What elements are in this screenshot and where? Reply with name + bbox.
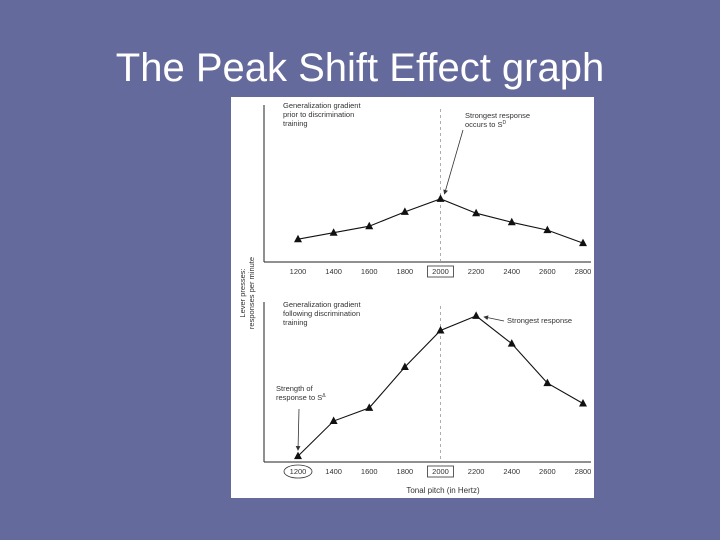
- x-tick-label-2400: 2400: [503, 467, 520, 476]
- x-tick-label-2600: 2600: [539, 267, 556, 276]
- annotation-line: response to SΔ: [276, 393, 326, 402]
- y-axis-label-line: Lever presses:: [238, 268, 247, 317]
- highlighted-tick-box: [427, 265, 454, 278]
- annotation-line: following discrimination: [283, 309, 360, 318]
- x-axis-label: Tonal pitch (in Hertz): [406, 486, 480, 495]
- annotation-line: training: [283, 119, 308, 128]
- data-point-2800: [579, 399, 587, 407]
- peak-shift-chart: Lever presses: responses per minute 1200 1…: [238, 101, 592, 495]
- data-point-2400: [507, 339, 516, 347]
- x-tick-label-2800: 2800: [575, 467, 592, 476]
- slide-title: The Peak Shift Effect graph: [115, 46, 605, 90]
- annotation-line: Generalization gradient: [283, 300, 361, 309]
- circled-tick-ellipse: [283, 464, 313, 479]
- x-tick-label-1600: 1600: [361, 267, 378, 276]
- x-tick-label-1600: 1600: [361, 467, 378, 476]
- data-point-1800: [400, 207, 409, 215]
- x-tick-label-2400: 2400: [503, 267, 520, 276]
- annotation-line: Generalization gradient: [283, 101, 361, 110]
- x-tick-label-1200: 1200: [290, 267, 307, 276]
- data-point-1200: [294, 234, 302, 243]
- x-tick-label-1800: 1800: [397, 467, 414, 476]
- x-tick-label-1200: 1200: [290, 467, 307, 476]
- data-point-1800: [400, 362, 409, 371]
- annotation-arrow: [295, 408, 301, 451]
- annotation-line: prior to discrimination: [283, 110, 354, 119]
- annotation-line: Strongest response: [507, 316, 572, 325]
- highlighted-tick-box: [427, 465, 454, 478]
- data-point-2800: [579, 238, 587, 247]
- annotation-superscript: Δ: [322, 393, 326, 399]
- annotation-superscript: D: [503, 120, 507, 126]
- x-tick-label-2200: 2200: [468, 467, 485, 476]
- data-point-2400: [507, 217, 516, 226]
- x-tick-label-1400: 1400: [325, 467, 342, 476]
- x-tick-label-2200: 2200: [468, 267, 485, 276]
- x-tick-label-2000: 2000: [432, 267, 449, 276]
- data-point-1400: [329, 228, 338, 236]
- data-point-1600: [365, 221, 374, 230]
- data-point-2600: [543, 225, 552, 234]
- data-point-2000: [436, 194, 445, 202]
- annotation-line: training: [283, 318, 308, 327]
- data-point-2000: [436, 326, 445, 334]
- data-point-1600: [365, 403, 374, 411]
- chart-panel-before-training: 1200 1400 1600 1800 2000 2200 2400 2600 2800 Gene…: [263, 101, 592, 278]
- annotation: Strongest response: [483, 315, 572, 325]
- chart-panel-after-training: 1200 1400 1600 1800 2000 2200 2400 2600 2800 Gene…: [263, 300, 592, 479]
- peak-shift-figure: Lever presses: responses per minute 1200 1…: [231, 97, 594, 498]
- annotation-arrow: [443, 129, 464, 195]
- annotation-line: occurs to SD: [465, 120, 507, 129]
- data-point-2600: [543, 378, 552, 387]
- data-point-1200: [294, 451, 302, 460]
- y-axis-label: Lever presses: responses per minute: [238, 257, 256, 329]
- x-tick-label-1400: 1400: [325, 267, 342, 276]
- x-tick-label-2000: 2000: [432, 467, 449, 476]
- x-tick-label-1800: 1800: [397, 267, 414, 276]
- annotation-arrow: [483, 315, 505, 322]
- x-tick-label-2600: 2600: [539, 467, 556, 476]
- data-point-1400: [329, 416, 338, 425]
- y-axis-label-line: responses per minute: [247, 257, 256, 329]
- annotation-line: Strongest response: [465, 111, 530, 120]
- annotation-line: Strength of: [276, 384, 314, 393]
- data-point-2200: [472, 208, 481, 217]
- data-point-2200: [472, 311, 481, 319]
- x-tick-label-2800: 2800: [575, 267, 592, 276]
